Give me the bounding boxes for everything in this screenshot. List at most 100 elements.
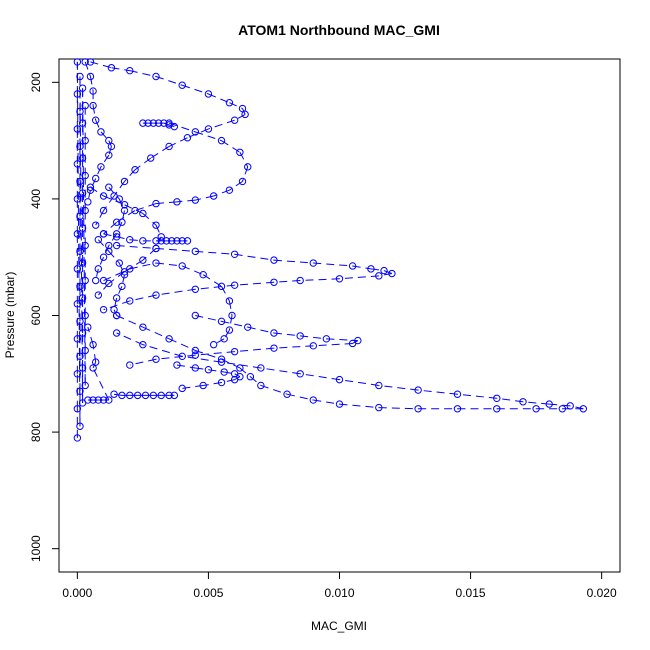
data-point [270,256,278,264]
y-tick-label: 400 [29,189,43,209]
data-point [453,405,462,413]
series-segment [339,403,379,409]
data-point [157,233,165,241]
series-segment [370,268,385,272]
data-point [296,332,304,340]
data-point [120,206,129,215]
data-point [388,269,396,278]
series-segment [129,358,157,366]
series-8 [94,236,129,320]
data-point [519,398,527,406]
data-point [99,192,108,200]
series-segment [570,405,584,410]
data-point [453,390,462,398]
series-segment [108,233,118,246]
data-point [414,405,422,413]
data-point [228,311,236,320]
y-axis-label: Pressure (mbar) [3,272,17,359]
data-point [97,128,105,136]
data-point [579,405,587,413]
data-point [257,381,265,390]
data-point [217,355,226,363]
series-segment [273,332,301,337]
data-point [99,253,108,261]
series-segment [208,93,230,104]
data-point [322,335,331,343]
series-segment [113,393,122,396]
data-point [81,346,89,355]
series-segment [496,397,524,403]
series-segment [313,399,340,405]
series-segment [76,61,81,427]
series-segment [339,379,379,386]
data-point [178,352,186,361]
data-point [220,335,228,343]
series-segment [168,338,196,351]
series-segment [108,146,112,156]
data-point [309,259,317,267]
data-point [118,282,126,291]
series-segment [168,122,196,133]
data-point [112,218,121,226]
series-segment [195,351,235,356]
series-segment [273,259,314,264]
series-segment [103,195,125,206]
data-point [414,386,422,394]
series-segment [182,265,204,276]
data-point [244,163,252,171]
data-point [283,390,291,398]
data-point [191,311,200,320]
series-segment [195,284,235,290]
data-point [149,391,158,400]
data-point [168,237,176,245]
data-point [76,282,84,291]
data-point [112,241,121,250]
series-6 [99,230,192,245]
series-2 [81,58,116,206]
data-point [94,396,103,404]
series-segment [229,181,243,191]
data-point [152,199,160,208]
data-point [89,364,97,372]
data-point [86,186,95,194]
series-segment [113,297,118,310]
data-point [493,405,501,413]
data-point [78,329,87,337]
data-point [105,151,113,159]
data-point [81,206,89,215]
series-segment [116,245,157,249]
series-segment [234,253,275,261]
data-point [73,58,82,66]
data-point [149,119,158,127]
data-point [81,171,89,180]
data-point [178,237,186,245]
data-point [191,364,200,372]
series-segment [103,268,130,281]
data-point [367,265,375,273]
data-point [112,233,121,241]
data-point [105,241,113,250]
series-segment [89,76,94,92]
series-segment [234,347,275,353]
series-segment [286,393,314,401]
series-segment [108,251,120,264]
data-point [78,224,87,232]
data-point [126,297,134,305]
data-point [230,250,239,258]
series-segment [142,344,183,357]
x-tick-label: 0.000 [62,586,92,600]
data-point [230,281,239,289]
series-segment [273,345,314,349]
data-point [139,323,147,331]
data-point [81,136,89,145]
data-point [348,339,357,348]
series-segment [129,70,157,77]
series-segment [187,128,209,139]
x-tick-label: 0.020 [587,586,617,600]
data-point [105,279,113,288]
data-point [199,270,207,279]
series-segment [129,294,157,302]
data-point [225,326,234,334]
data-point [147,154,155,162]
